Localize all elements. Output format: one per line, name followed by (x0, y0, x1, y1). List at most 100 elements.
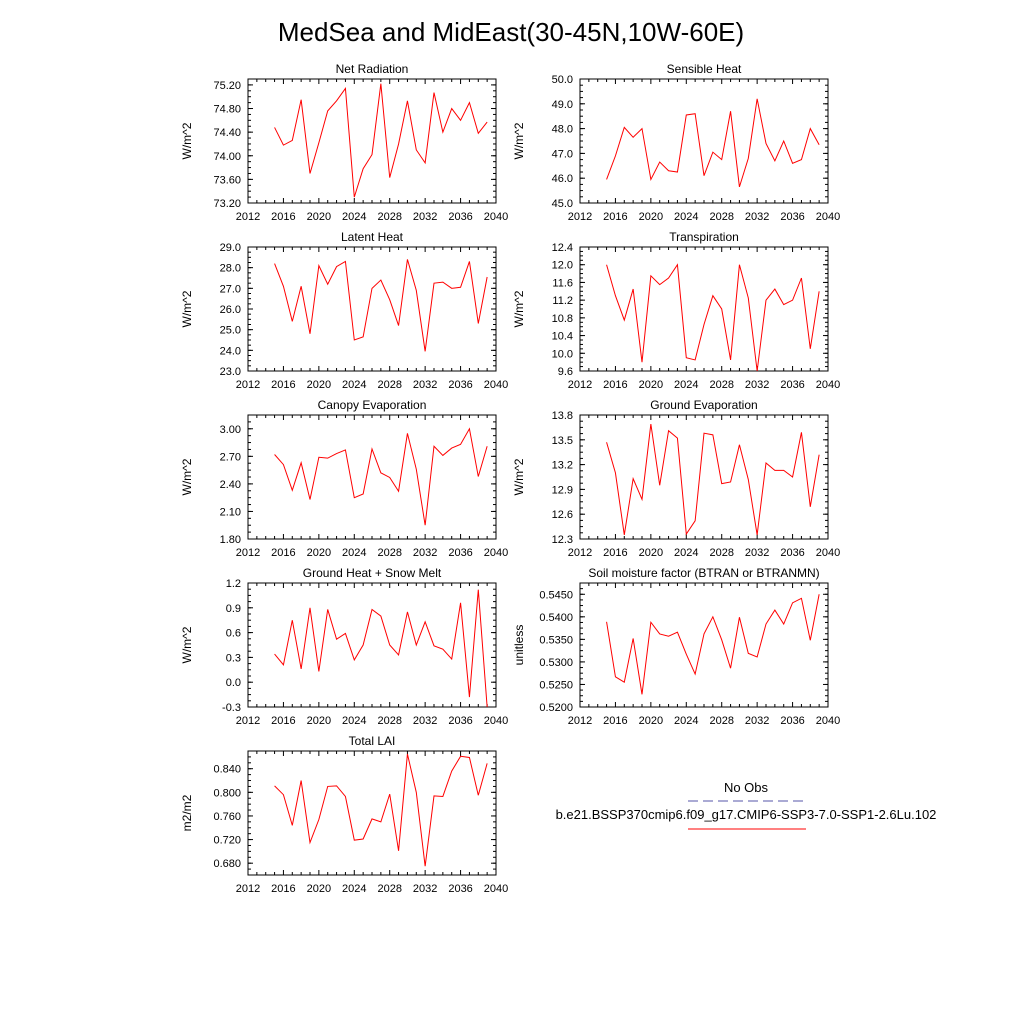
series-line (274, 83, 488, 198)
x-tick-label: 2012 (568, 715, 592, 727)
x-tick-label: 2028 (377, 211, 401, 223)
y-tick-label: 75.20 (213, 80, 241, 92)
x-tick-label: 2016 (271, 715, 295, 727)
y-tick-label: 45.0 (552, 198, 573, 210)
x-tick-label: 2036 (448, 883, 472, 895)
series-line (274, 753, 488, 867)
x-tick-label: 2020 (307, 379, 331, 391)
panel-title: Sensible Heat (667, 62, 742, 76)
y-tick-label: 0.5350 (539, 634, 573, 646)
y-axis-label: W/m^2 (512, 458, 526, 495)
x-tick-label: 2016 (271, 883, 295, 895)
panels: Net Radiation W/m^2 2012 2016 2020 2024 2028 20… (180, 62, 840, 895)
x-tick-label: 2016 (603, 211, 627, 223)
series-line (606, 98, 820, 188)
y-tick-label: 46.0 (552, 173, 573, 185)
y-tick-label: 26.0 (220, 304, 241, 316)
y-tick-label: 0.3 (226, 652, 241, 664)
y-tick-label: -0.3 (222, 702, 241, 714)
y-tick-label: 2.10 (220, 506, 241, 518)
y-tick-label: 50.0 (552, 74, 573, 86)
x-tick-label: 2024 (342, 715, 366, 727)
y-tick-label: 47.0 (552, 148, 573, 160)
panel-1: Net Radiation W/m^2 2012 2016 2020 2024 2028 20… (180, 62, 508, 223)
x-tick-label: 2016 (271, 379, 295, 391)
x-tick-label: 2012 (236, 883, 260, 895)
plot-frame (247, 750, 497, 876)
x-tick-label: 2020 (307, 547, 331, 559)
x-tick-label: 2040 (484, 883, 508, 895)
y-tick-label: 12.3 (552, 534, 573, 546)
x-tick-label: 2036 (780, 211, 804, 223)
y-tick-label: 0.5250 (539, 679, 573, 691)
y-tick-label: 27.0 (220, 283, 241, 295)
series-line (274, 589, 488, 708)
x-tick-label: 2028 (377, 379, 401, 391)
x-tick-label: 2032 (413, 211, 437, 223)
x-tick-label: 2040 (484, 715, 508, 727)
y-tick-label: 28.0 (220, 263, 241, 275)
y-tick-label: 0.5300 (539, 657, 573, 669)
y-tick-label: 13.8 (552, 410, 573, 422)
x-tick-label: 2032 (745, 715, 769, 727)
x-tick-label: 2016 (603, 715, 627, 727)
x-tick-label: 2016 (603, 379, 627, 391)
y-tick-label: 48.0 (552, 124, 573, 136)
legend-case-label: b.e21.BSSP370cmip6.f09_g17.CMIP6-SSP3-7.… (556, 807, 937, 822)
panel-2: Sensible Heat W/m^2 2012 2016 2020 2024 2028 20… (512, 62, 840, 223)
x-tick-label: 2032 (745, 547, 769, 559)
y-tick-label: 23.0 (220, 366, 241, 378)
x-tick-label: 2032 (413, 379, 437, 391)
y-tick-label: 73.20 (213, 198, 241, 210)
x-tick-label: 2016 (271, 547, 295, 559)
series-line (606, 424, 820, 536)
y-axis-label: unitless (512, 625, 526, 666)
panel-7: Ground Heat + Snow Melt W/m^2 2012 2016 2020… (180, 566, 508, 727)
legend-obs-label: No Obs (724, 780, 769, 795)
plot-frame (579, 78, 829, 204)
x-tick-label: 2016 (271, 211, 295, 223)
x-tick-label: 2036 (780, 379, 804, 391)
y-tick-label: 11.6 (552, 277, 573, 289)
y-tick-label: 11.2 (552, 295, 573, 307)
y-tick-label: 2.40 (220, 479, 241, 491)
panel-4: Transpiration W/m^2 2012 2016 2020 2024 2028 20… (512, 230, 840, 391)
y-tick-label: 74.40 (213, 127, 241, 139)
panel-title: Transpiration (669, 230, 739, 244)
y-tick-label: 73.60 (213, 174, 241, 186)
x-tick-label: 2040 (816, 379, 840, 391)
plot-frame (579, 582, 829, 708)
y-tick-label: 0.6 (226, 628, 241, 640)
x-tick-label: 2012 (236, 379, 260, 391)
y-axis-label: W/m^2 (180, 290, 194, 327)
y-tick-label: 3.00 (220, 424, 241, 436)
panel-title: Canopy Evaporation (318, 398, 427, 412)
y-tick-label: 12.6 (552, 509, 573, 521)
x-tick-label: 2040 (816, 211, 840, 223)
x-tick-label: 2024 (342, 379, 366, 391)
x-tick-label: 2012 (236, 547, 260, 559)
y-tick-label: 0.760 (213, 811, 241, 823)
y-tick-label: 0.800 (213, 787, 241, 799)
x-tick-label: 2036 (780, 547, 804, 559)
x-tick-label: 2036 (448, 547, 472, 559)
x-tick-label: 2024 (674, 379, 698, 391)
x-tick-label: 2036 (448, 379, 472, 391)
x-tick-label: 2020 (639, 379, 663, 391)
x-tick-label: 2020 (639, 547, 663, 559)
x-tick-label: 2040 (484, 379, 508, 391)
x-tick-label: 2024 (342, 883, 366, 895)
series-line (606, 594, 820, 695)
x-tick-label: 2028 (377, 883, 401, 895)
y-tick-label: 24.0 (220, 345, 241, 357)
x-tick-label: 2028 (709, 211, 733, 223)
plot-frame (579, 246, 829, 372)
x-tick-label: 2032 (413, 547, 437, 559)
y-tick-label: 0.5200 (539, 702, 573, 714)
plot-frame (247, 582, 497, 708)
y-tick-label: 2.70 (220, 451, 241, 463)
panel-title: Net Radiation (336, 62, 409, 76)
x-tick-label: 2020 (639, 211, 663, 223)
y-axis-label: m2/m2 (180, 794, 194, 831)
